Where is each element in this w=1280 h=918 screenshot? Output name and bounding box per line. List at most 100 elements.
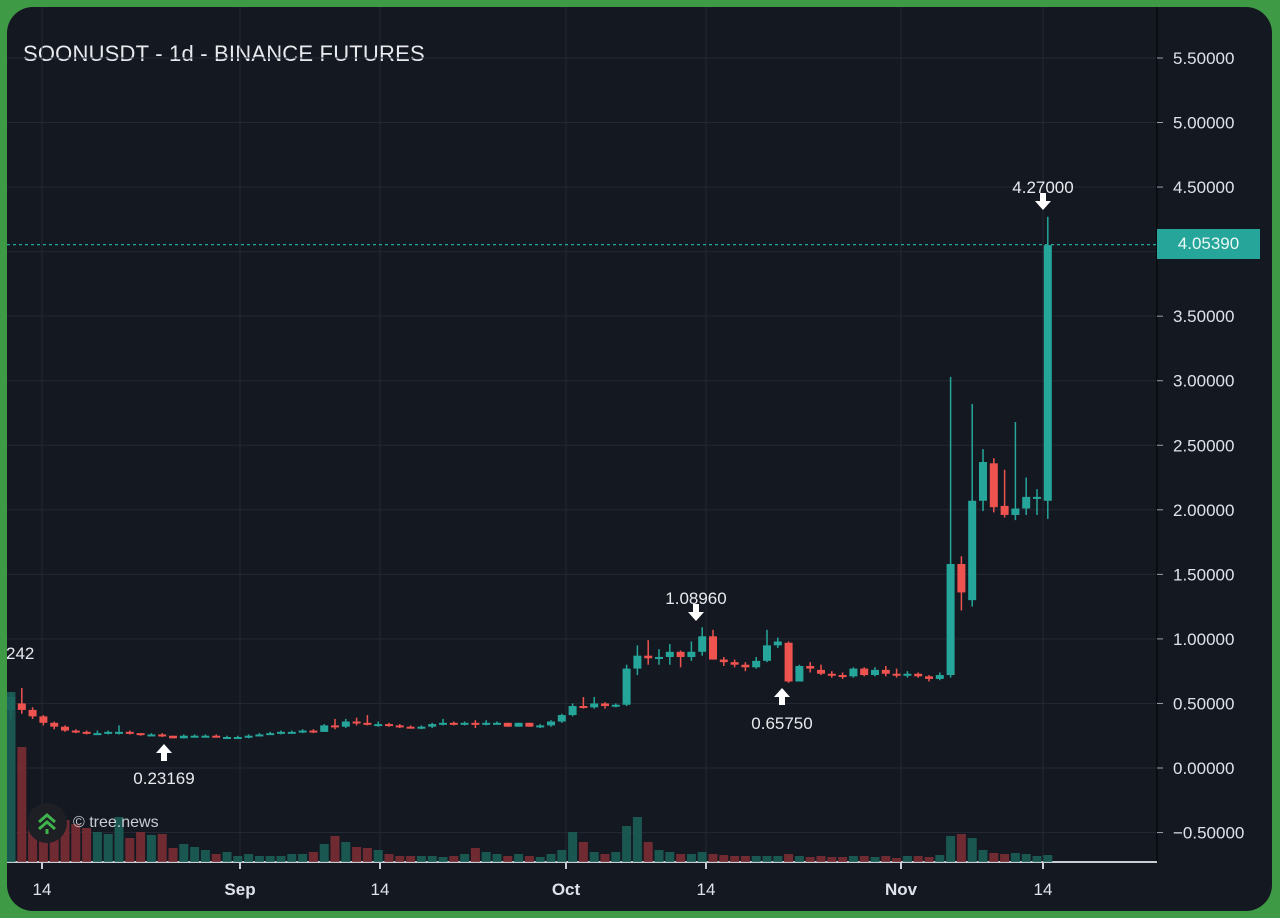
candle[interactable] bbox=[179, 734, 188, 739]
candle[interactable] bbox=[579, 696, 588, 709]
candle[interactable] bbox=[309, 729, 318, 734]
price-tick-label: 1.00000 bbox=[1173, 630, 1234, 649]
candle[interactable] bbox=[125, 730, 134, 735]
candle[interactable] bbox=[482, 720, 491, 726]
candle[interactable] bbox=[590, 696, 599, 709]
candle[interactable] bbox=[979, 449, 987, 512]
candle[interactable] bbox=[439, 718, 447, 726]
candle[interactable] bbox=[903, 671, 912, 678]
candle[interactable] bbox=[547, 720, 555, 727]
candle[interactable] bbox=[374, 721, 383, 727]
candle[interactable] bbox=[655, 649, 663, 665]
candle[interactable] bbox=[709, 629, 717, 660]
candle[interactable] bbox=[428, 722, 437, 728]
candle[interactable] bbox=[763, 629, 771, 663]
candle[interactable] bbox=[493, 721, 501, 725]
candle[interactable] bbox=[989, 458, 998, 513]
candle[interactable] bbox=[773, 637, 782, 648]
candle[interactable] bbox=[223, 735, 231, 740]
candle[interactable] bbox=[212, 734, 221, 738]
candle[interactable] bbox=[795, 664, 804, 682]
candle[interactable] bbox=[1000, 469, 1009, 518]
volume-bar bbox=[168, 848, 178, 862]
candle[interactable] bbox=[341, 718, 350, 728]
candle[interactable] bbox=[914, 672, 923, 678]
candle[interactable] bbox=[471, 720, 480, 728]
candle[interactable] bbox=[233, 735, 242, 740]
candle[interactable] bbox=[1043, 216, 1052, 519]
candle[interactable] bbox=[741, 662, 750, 672]
candle[interactable] bbox=[946, 376, 955, 678]
candle[interactable] bbox=[881, 666, 890, 677]
candle[interactable] bbox=[17, 687, 26, 714]
candle[interactable] bbox=[363, 715, 372, 726]
candle[interactable] bbox=[298, 729, 307, 734]
candle[interactable] bbox=[968, 403, 977, 607]
candle[interactable] bbox=[71, 729, 80, 734]
candlestick-chart[interactable]: 5.50000 5.00000 4.50000 3.50000 3.00000 2.500… bbox=[7, 7, 1272, 911]
candle[interactable] bbox=[633, 645, 642, 676]
candle[interactable] bbox=[82, 730, 91, 735]
candle[interactable] bbox=[266, 731, 275, 736]
candle[interactable] bbox=[104, 730, 113, 735]
candle[interactable] bbox=[460, 721, 469, 726]
candle[interactable] bbox=[601, 702, 609, 709]
candle[interactable] bbox=[644, 640, 653, 665]
candle[interactable] bbox=[611, 703, 620, 708]
candle[interactable] bbox=[698, 627, 707, 656]
candle[interactable] bbox=[687, 641, 696, 661]
candle[interactable] bbox=[190, 734, 199, 738]
candle[interactable] bbox=[93, 730, 102, 736]
candle[interactable] bbox=[935, 672, 944, 681]
candle[interactable] bbox=[115, 725, 123, 735]
candle[interactable] bbox=[201, 734, 210, 738]
candle[interactable] bbox=[287, 730, 296, 734]
candle[interactable] bbox=[1033, 489, 1041, 515]
candle[interactable] bbox=[817, 664, 825, 676]
candle[interactable] bbox=[871, 667, 879, 677]
candle[interactable] bbox=[1022, 477, 1031, 515]
candle[interactable] bbox=[665, 644, 674, 665]
volume-bar bbox=[157, 834, 167, 862]
candle[interactable] bbox=[158, 733, 167, 738]
candle[interactable] bbox=[514, 722, 523, 727]
candle[interactable] bbox=[568, 703, 577, 717]
candle[interactable] bbox=[406, 725, 415, 729]
candle[interactable] bbox=[39, 715, 48, 726]
candle[interactable] bbox=[784, 641, 793, 683]
candle[interactable] bbox=[352, 717, 361, 726]
candle[interactable] bbox=[676, 650, 685, 668]
candle[interactable] bbox=[806, 662, 815, 673]
candle[interactable] bbox=[244, 734, 253, 739]
candle[interactable] bbox=[752, 656, 761, 669]
candle[interactable] bbox=[719, 656, 728, 667]
candle[interactable] bbox=[1011, 422, 1020, 521]
candle[interactable] bbox=[417, 725, 426, 730]
candle[interactable] bbox=[255, 733, 264, 737]
candle[interactable] bbox=[61, 725, 69, 732]
candle[interactable] bbox=[525, 722, 534, 727]
candle[interactable] bbox=[331, 718, 339, 730]
candle[interactable] bbox=[395, 724, 404, 728]
candle[interactable] bbox=[50, 721, 59, 730]
candle[interactable] bbox=[449, 721, 458, 726]
candle[interactable] bbox=[849, 667, 858, 678]
candle[interactable] bbox=[622, 664, 631, 707]
candle[interactable] bbox=[892, 668, 901, 678]
candle[interactable] bbox=[838, 672, 847, 679]
candle[interactable] bbox=[730, 659, 739, 668]
candle[interactable] bbox=[957, 556, 966, 611]
candle[interactable] bbox=[860, 667, 869, 677]
candle[interactable] bbox=[136, 733, 145, 736]
candle[interactable] bbox=[925, 675, 933, 682]
candle[interactable] bbox=[277, 730, 285, 735]
candle[interactable] bbox=[536, 724, 545, 728]
candle[interactable] bbox=[28, 707, 37, 719]
candle[interactable] bbox=[320, 724, 329, 732]
candle[interactable] bbox=[827, 671, 836, 678]
candle[interactable] bbox=[557, 713, 566, 723]
candle[interactable] bbox=[169, 735, 177, 739]
candle[interactable] bbox=[503, 722, 512, 727]
candle[interactable] bbox=[147, 733, 156, 737]
candle[interactable] bbox=[385, 722, 393, 727]
